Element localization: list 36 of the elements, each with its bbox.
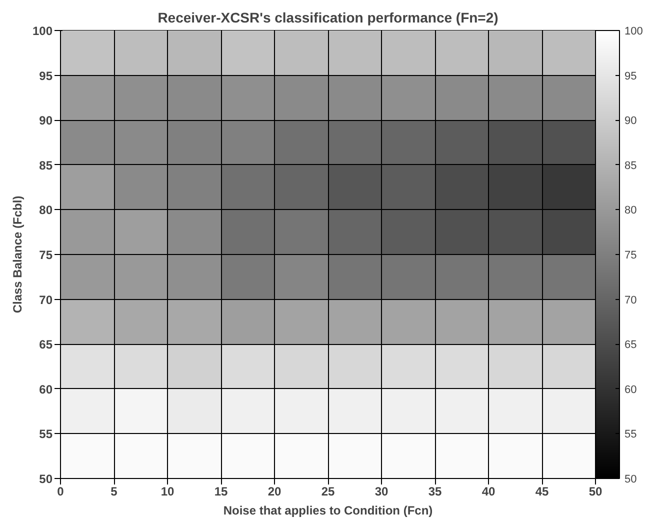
y-tick-label: 80 xyxy=(39,203,53,218)
y-tick-label: 100 xyxy=(32,24,53,38)
x-tick-label: 45 xyxy=(535,484,549,498)
x-tick-label: 50 xyxy=(588,484,602,498)
y-tick-label: 90 xyxy=(39,114,53,128)
y-tick-label: 55 xyxy=(39,427,53,442)
color-bar-label: 70 xyxy=(624,294,637,306)
x-tick-label: 40 xyxy=(482,484,496,498)
chart-title: Receiver-XCSR's classification performance (Fn=2) xyxy=(158,10,498,26)
x-tick-label: 0 xyxy=(57,484,64,498)
color-bar-label: 80 xyxy=(624,204,637,217)
x-tick-label: 35 xyxy=(428,484,442,498)
x-tick-label: 5 xyxy=(110,484,118,498)
color-bar-label: 50 xyxy=(624,474,637,486)
color-bar-label: 95 xyxy=(624,70,637,82)
x-tick-label: 30 xyxy=(374,484,388,498)
y-tick-label: 75 xyxy=(39,248,53,262)
color-bar-label: 90 xyxy=(624,115,637,128)
color-bar-label: 60 xyxy=(624,384,637,396)
color-bar-label: 75 xyxy=(624,250,637,262)
color-bar-label: 85 xyxy=(624,160,637,172)
y-tick-label: 65 xyxy=(39,338,53,352)
y-tick-label: 70 xyxy=(39,292,53,307)
y-tick-label: 85 xyxy=(39,158,53,172)
color-bar-label: 65 xyxy=(624,339,637,352)
y-axis-title: Class Balance (Fcbl) xyxy=(10,196,24,314)
x-tick-label: 15 xyxy=(214,484,228,498)
y-tick-label: 95 xyxy=(39,68,53,83)
color-bar-label: 100 xyxy=(624,26,643,38)
x-axis-title: Noise that applies to Condition (Fcn) xyxy=(223,504,433,518)
y-tick-label: 60 xyxy=(39,382,53,396)
x-tick-label: 10 xyxy=(160,484,174,498)
color-bar-label: 55 xyxy=(624,428,637,441)
y-tick-label: 50 xyxy=(39,472,53,486)
x-tick-label: 25 xyxy=(321,484,335,498)
x-tick-label: 20 xyxy=(268,484,282,498)
